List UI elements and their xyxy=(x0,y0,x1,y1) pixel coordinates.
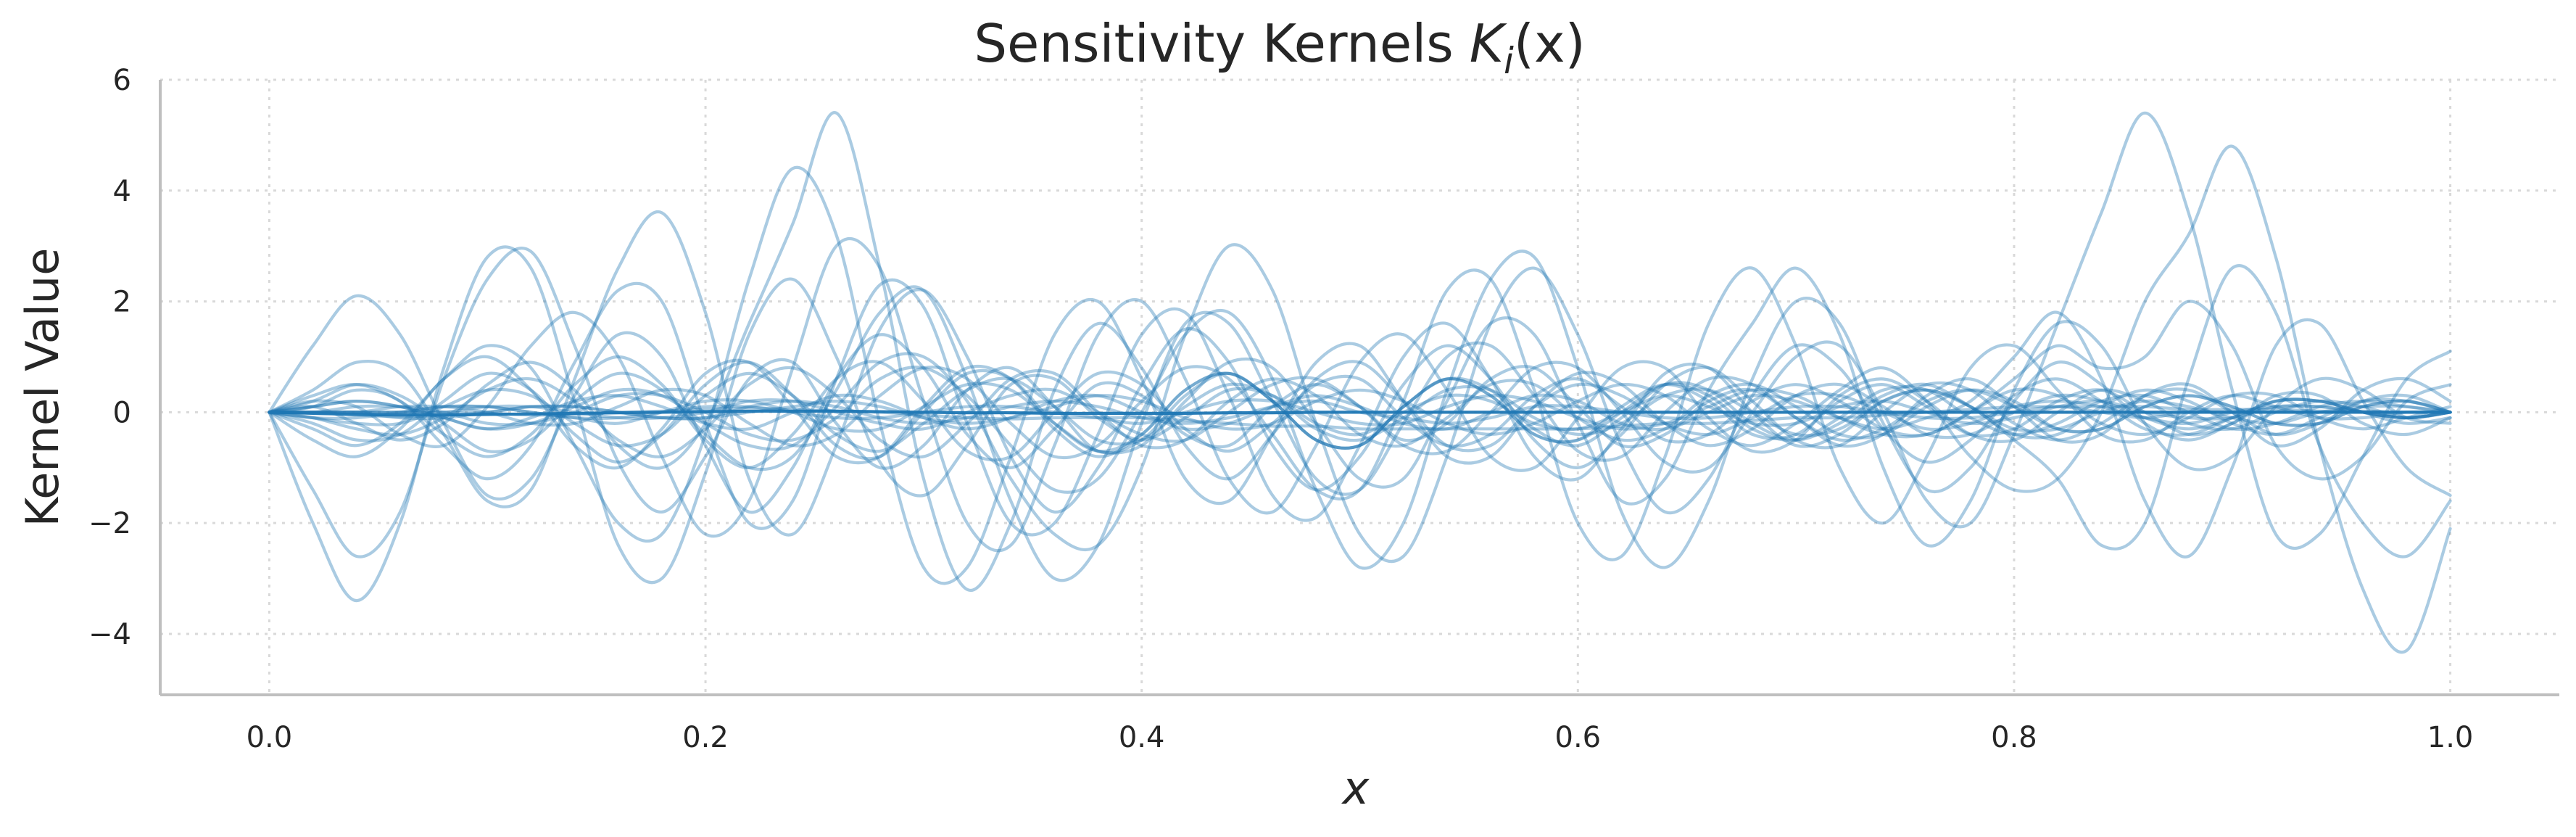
x-tick-label: 0.0 xyxy=(247,721,293,754)
kernel-series-line xyxy=(268,355,2452,469)
kernel-series-line xyxy=(268,210,2452,537)
kernel-series-line xyxy=(268,294,2452,514)
kernel-series-line xyxy=(268,266,2452,548)
x-tick-label: 0.2 xyxy=(682,721,729,754)
kernel-series-line xyxy=(268,111,2452,593)
kernel-series-line xyxy=(268,266,2452,561)
axes-layer xyxy=(159,80,2559,696)
kernel-series-line xyxy=(268,264,2452,558)
kernel-series-line xyxy=(268,360,2452,464)
chart-title: Sensitivity Kernels Ki(x) xyxy=(974,13,1585,82)
kernel-series-line xyxy=(268,246,2452,558)
tick-layer: 0.0 0.2 0.4 0.6 0.8 1.0 −4 −2 0 2 4 6 xyxy=(88,64,2473,754)
kernel-series-line xyxy=(268,285,2452,582)
kernel-series-line xyxy=(268,243,2452,564)
kernel-series-line xyxy=(268,310,2452,558)
chart-title-subscript: i xyxy=(1504,40,1514,82)
chart-title-text: Sensitivity Kernels xyxy=(974,13,1453,74)
chart-title-math: K xyxy=(1470,13,1507,74)
y-tick-label: −2 xyxy=(88,507,131,540)
kernel-series-line xyxy=(268,236,2452,553)
kernel-series-line xyxy=(268,165,2452,585)
kernel-mean-line xyxy=(268,409,2452,417)
kernel-series-line xyxy=(268,278,2452,537)
kernel-series-line xyxy=(268,355,2452,470)
x-tick-label: 0.8 xyxy=(1991,721,2037,754)
series-layer xyxy=(268,111,2452,654)
chart-title-args: (x) xyxy=(1514,13,1586,74)
y-axis-label: Kernel Value xyxy=(16,248,69,527)
grid-layer xyxy=(160,78,2559,695)
kernel-series-line xyxy=(268,144,2452,654)
kernel-series-line xyxy=(268,250,2452,570)
y-tick-label: 2 xyxy=(113,286,131,319)
x-tick-label: 0.4 xyxy=(1119,721,1165,754)
y-tick-label: 4 xyxy=(113,175,131,208)
x-axis-label: x xyxy=(1341,762,1370,815)
kernel-series-line xyxy=(268,245,2452,603)
y-tick-label: −4 xyxy=(88,618,131,651)
x-tick-label: 0.6 xyxy=(1555,721,1602,754)
y-tick-label: 6 xyxy=(113,64,131,97)
y-tick-label: 0 xyxy=(113,396,131,429)
kernel-series-line xyxy=(268,366,2452,459)
x-tick-label: 1.0 xyxy=(2427,721,2474,754)
